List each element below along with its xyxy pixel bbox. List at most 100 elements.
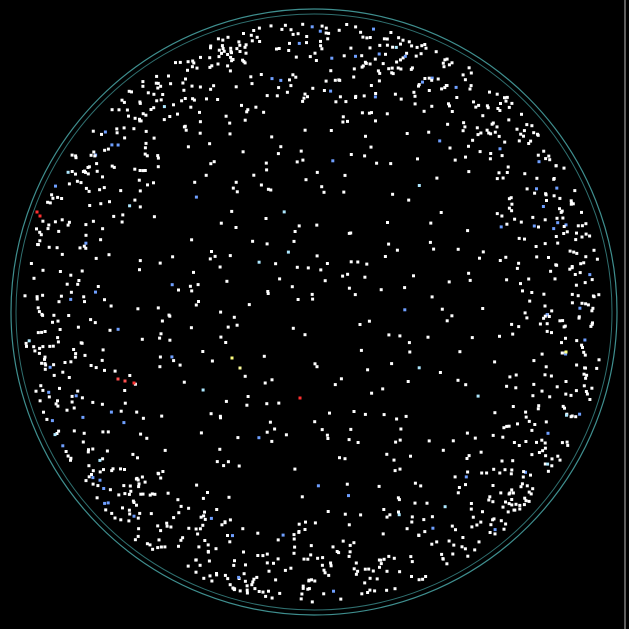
particle [208,142,212,146]
particle [221,47,225,50]
particle [529,139,533,143]
particle [279,78,283,82]
particle [315,254,319,258]
particle [210,579,214,583]
particle [111,467,115,471]
particle [393,92,397,96]
particle [570,265,574,268]
particle [241,58,245,62]
particle [558,207,561,211]
particle [398,467,402,471]
particle [330,56,334,60]
particle [476,133,480,137]
particle [405,132,409,135]
particle [208,56,212,60]
particle [73,355,77,359]
particle [313,579,317,583]
particle [266,292,270,295]
particle [92,150,96,154]
particle [89,364,93,367]
particle [257,590,261,593]
particle [452,543,456,547]
particle [34,389,38,393]
particle [530,453,534,457]
particle [552,194,556,198]
particle [159,476,163,480]
particle [555,186,559,190]
particle [485,471,489,475]
particle [229,55,233,59]
particle [84,246,88,250]
particle [378,71,382,75]
particle [194,570,198,574]
particle [568,249,572,253]
particle [156,86,160,90]
particle [69,290,73,294]
particle [165,524,169,528]
particle [69,360,73,364]
particle [91,129,95,133]
particle [59,294,63,298]
particle [156,306,160,310]
particle [341,120,345,124]
particle [505,384,509,388]
particle [127,508,131,512]
particle [522,503,526,507]
particle [498,334,501,338]
particle [504,522,508,526]
particle [123,136,127,140]
particle [475,126,479,130]
particle [129,489,133,493]
particle [393,469,397,473]
particle [543,441,547,445]
particle [96,484,100,488]
particle [409,555,413,559]
particle [94,366,98,370]
particle [368,46,372,50]
particle [515,266,519,270]
particle [234,226,238,229]
particle [320,24,324,28]
particle [100,358,104,362]
particle [324,79,328,83]
particle [60,218,64,222]
particle [316,556,320,560]
particle [354,54,357,58]
particle [506,165,510,169]
particle [341,539,345,543]
particle [201,388,205,392]
particle [504,500,507,504]
particle [511,491,515,495]
particle [561,404,565,408]
particle [590,278,594,282]
particle [554,235,558,238]
particle [141,169,145,173]
particle [106,430,110,434]
particle [180,99,184,103]
particle [515,127,519,131]
particle [345,23,349,26]
particle [229,46,233,50]
particle [148,543,152,547]
particle [584,376,588,380]
particle [323,279,327,283]
particle [220,51,223,55]
particle [143,146,147,150]
particle [141,84,145,88]
particle [399,427,403,431]
particle [535,187,538,191]
particle [401,38,405,42]
particle [498,109,502,112]
particle [461,73,465,77]
particle [414,54,418,58]
particle [527,490,531,494]
particle [198,563,202,567]
inner-boundary [15,13,613,611]
particle [237,575,241,579]
particle [481,250,485,254]
particle [479,520,483,524]
particle [497,134,501,138]
particle [192,61,196,65]
particle [334,100,338,104]
particle [409,454,412,458]
